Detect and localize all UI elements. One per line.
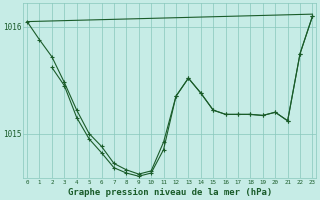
X-axis label: Graphe pression niveau de la mer (hPa): Graphe pression niveau de la mer (hPa) [68, 188, 272, 197]
